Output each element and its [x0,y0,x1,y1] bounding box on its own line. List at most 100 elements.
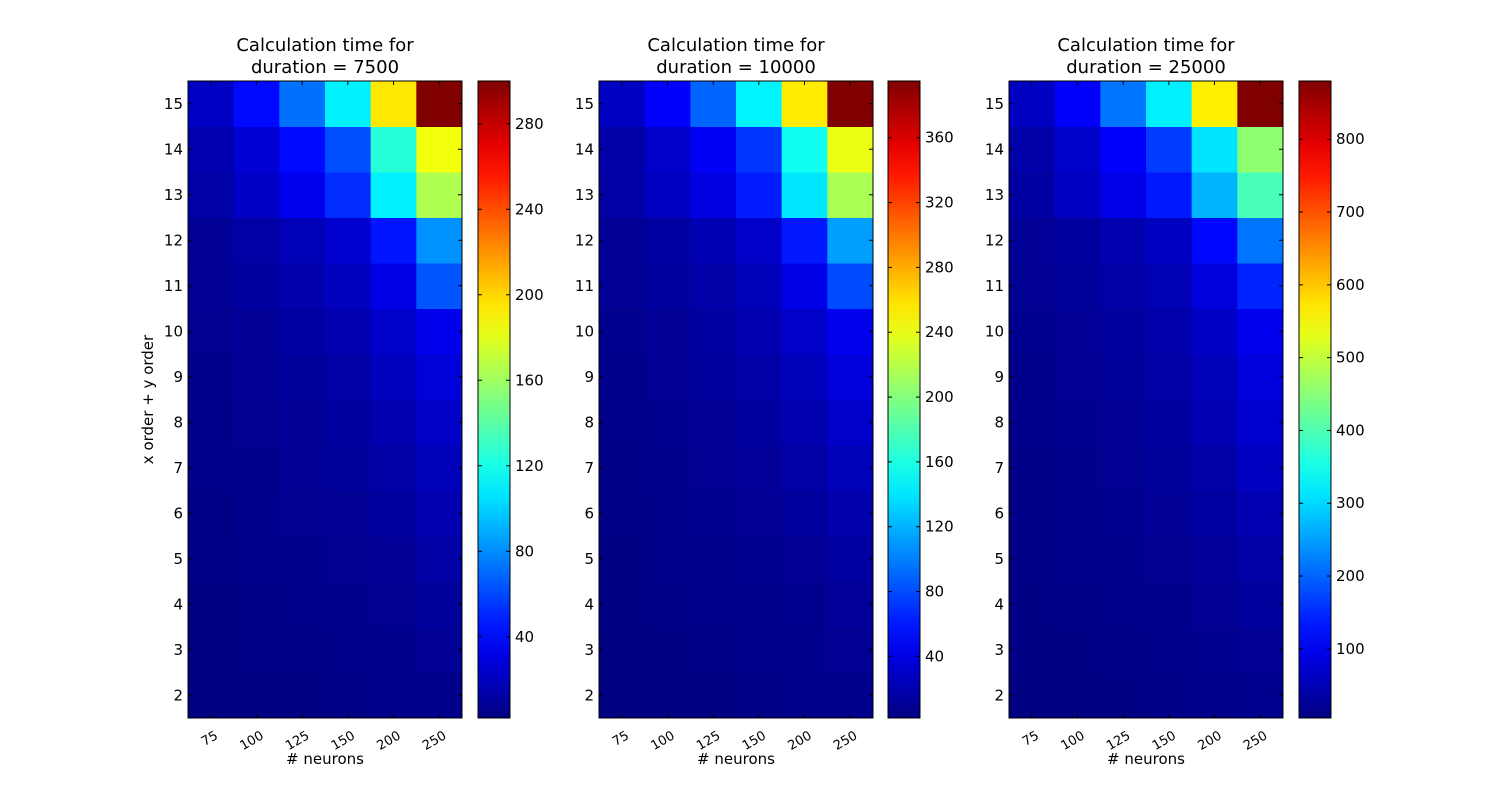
heatmap-cell [233,536,280,582]
heatmap-cell [1146,399,1193,446]
heatmap-cell [279,354,326,400]
heatmap-cell [736,445,783,491]
heatmap-cell [1009,672,1056,719]
x-tick-label: 100 [237,728,266,753]
colorbar-tick-label: 500 [1336,349,1365,367]
x-axis-label: # neurons [286,750,364,768]
heatmap-cell [644,627,691,673]
heatmap-cell [1054,536,1101,582]
heatmap-cell [325,263,372,309]
heatmap-cell [325,126,372,173]
heatmap-cell [644,308,691,355]
y-tick-label: 4 [584,595,594,613]
plot-frame [598,80,874,719]
heatmap-cell [1146,672,1193,719]
heatmap-cell [644,354,691,400]
y-tick-label: 12 [164,231,183,249]
chart-title-line: Calculation time for [647,35,825,56]
heatmap-cell [736,81,783,127]
heatmap-cell [644,263,691,309]
heatmap-cell [827,81,874,127]
heatmap-cell [690,672,737,719]
heatmap-cell [1054,308,1101,355]
y-tick-label: 9 [173,368,183,386]
heatmap-cell [279,490,326,537]
heatmap-cell [1146,536,1193,582]
heatmap-cell [1100,126,1147,173]
heatmap-cell [736,126,783,173]
heatmap-cell [1237,81,1284,127]
heatmap-cell [1009,536,1056,582]
heatmap-cell [1009,172,1056,218]
heatmap-cell [416,581,463,628]
heatmap-cell [1100,536,1147,582]
heatmap-cell [188,217,235,264]
colorbar-tick-label: 280 [515,115,544,133]
x-tick-label: 75 [1020,728,1042,749]
y-tick-label: 3 [994,641,1004,659]
y-tick-label: 9 [584,368,594,386]
colorbar-tick-label: 600 [1336,276,1365,294]
heatmap-cell [827,308,874,355]
colorbar-tick-label: 320 [925,194,954,212]
heatmap-cell [1146,581,1193,628]
heatmap-cell [827,490,874,537]
heatmap-cell [827,672,874,719]
heatmap-cell [279,399,326,446]
y-tick-label: 12 [985,231,1004,249]
heatmap-cell [188,263,235,309]
heatmap-cell [188,126,235,173]
heatmap-cell [827,536,874,582]
heatmap-cell [188,172,235,218]
heatmap-cell [690,308,737,355]
heatmap-cell [1146,490,1193,537]
colorbar-tick-label: 800 [1336,130,1365,148]
heatmap-cell [599,399,646,446]
heatmap-cell [1100,81,1147,127]
heatmap-cell [827,399,874,446]
heatmap-cell [1237,536,1284,582]
heatmap-cell [370,263,417,309]
heatmap-cell [644,581,691,628]
y-tick-label: 6 [173,504,183,522]
heatmap-cell [1146,126,1193,173]
heatmap-cell [370,627,417,673]
heatmap-cell [827,126,874,173]
heatmap-cell [1009,445,1056,491]
heatmap-cell [599,263,646,309]
heatmap-cell [370,536,417,582]
heatmap-cell [1237,627,1284,673]
heatmap-cell [233,445,280,491]
y-tick-label: 4 [173,595,183,613]
heatmap-cell [233,263,280,309]
x-tick-label: 75 [610,728,632,749]
heatmap-cell [1054,263,1101,309]
heatmap-cell [1009,627,1056,673]
y-tick-label: 14 [575,140,594,158]
y-tick-label: 11 [575,277,594,295]
heatmap-cell [370,399,417,446]
heatmap-cell [1237,581,1284,628]
chart-title-line: duration = 7500 [251,57,399,78]
heatmap-cell [279,263,326,309]
heatmap-cell [1100,354,1147,400]
heatmap-cell [736,536,783,582]
heatmap-cell [416,627,463,673]
colorbar-tick-label: 360 [925,129,954,147]
x-tick-label: 250 [1241,728,1270,753]
heatmap-cell [416,81,463,127]
heatmap-cell [416,126,463,173]
heatmap-cell [599,581,646,628]
heatmap-cell [1191,263,1238,309]
heatmap-cell [233,581,280,628]
heatmap-cell [781,627,828,673]
x-tick-label: 250 [831,728,860,753]
heatmap-cell [690,81,737,127]
heatmap-cell [827,354,874,400]
heatmap-cell [1009,581,1056,628]
heatmap-cell [827,581,874,628]
heatmap-cell [279,172,326,218]
heatmap-cell [416,308,463,355]
heatmap-cell [736,172,783,218]
